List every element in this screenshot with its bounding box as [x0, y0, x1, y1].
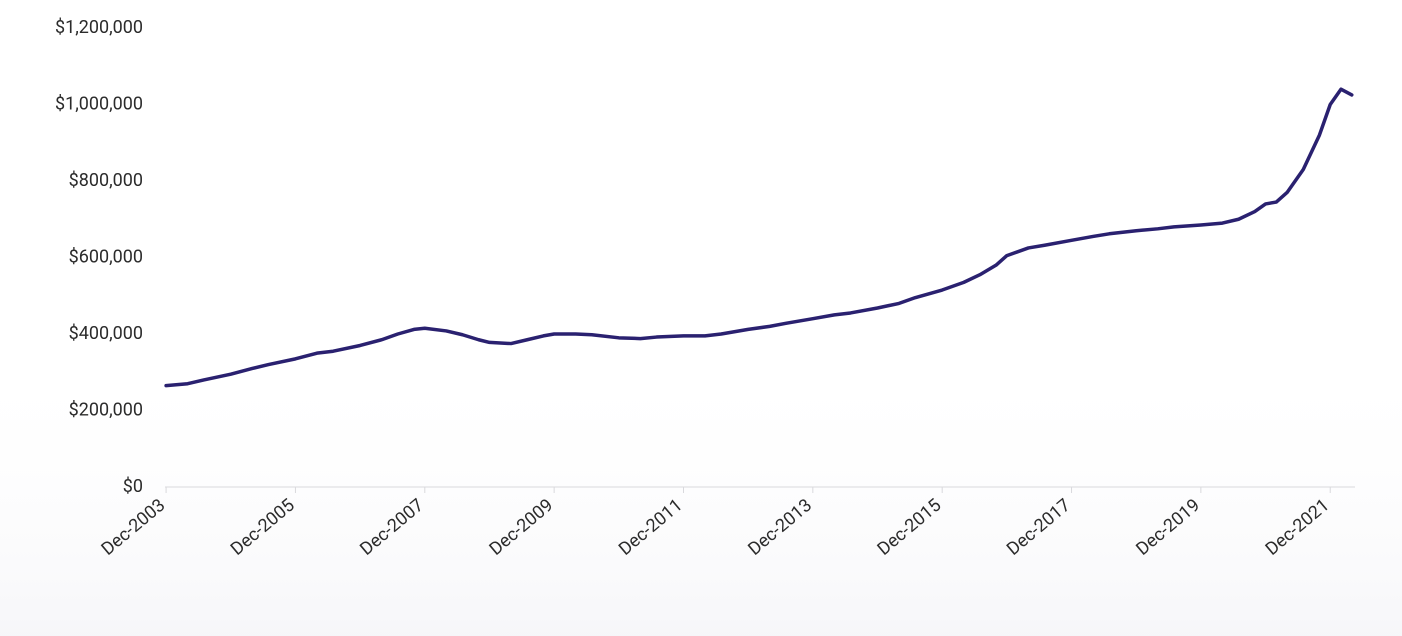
line-chart: $0 $200,000 $400,000 $600,000 $800,000 $1,000…	[0, 0, 1402, 636]
y-tick-label: $1,200,000	[55, 17, 143, 38]
y-tick-label: $0	[123, 476, 143, 497]
y-tick-label: $800,000	[69, 170, 143, 191]
y-tick-label: $200,000	[69, 399, 143, 420]
y-tick-label: $600,000	[69, 246, 143, 267]
y-tick-label: $1,000,000	[55, 93, 143, 114]
y-tick-label: $400,000	[69, 323, 143, 344]
chart-svg: $0 $200,000 $400,000 $600,000 $800,000 $1,000…	[0, 0, 1402, 636]
